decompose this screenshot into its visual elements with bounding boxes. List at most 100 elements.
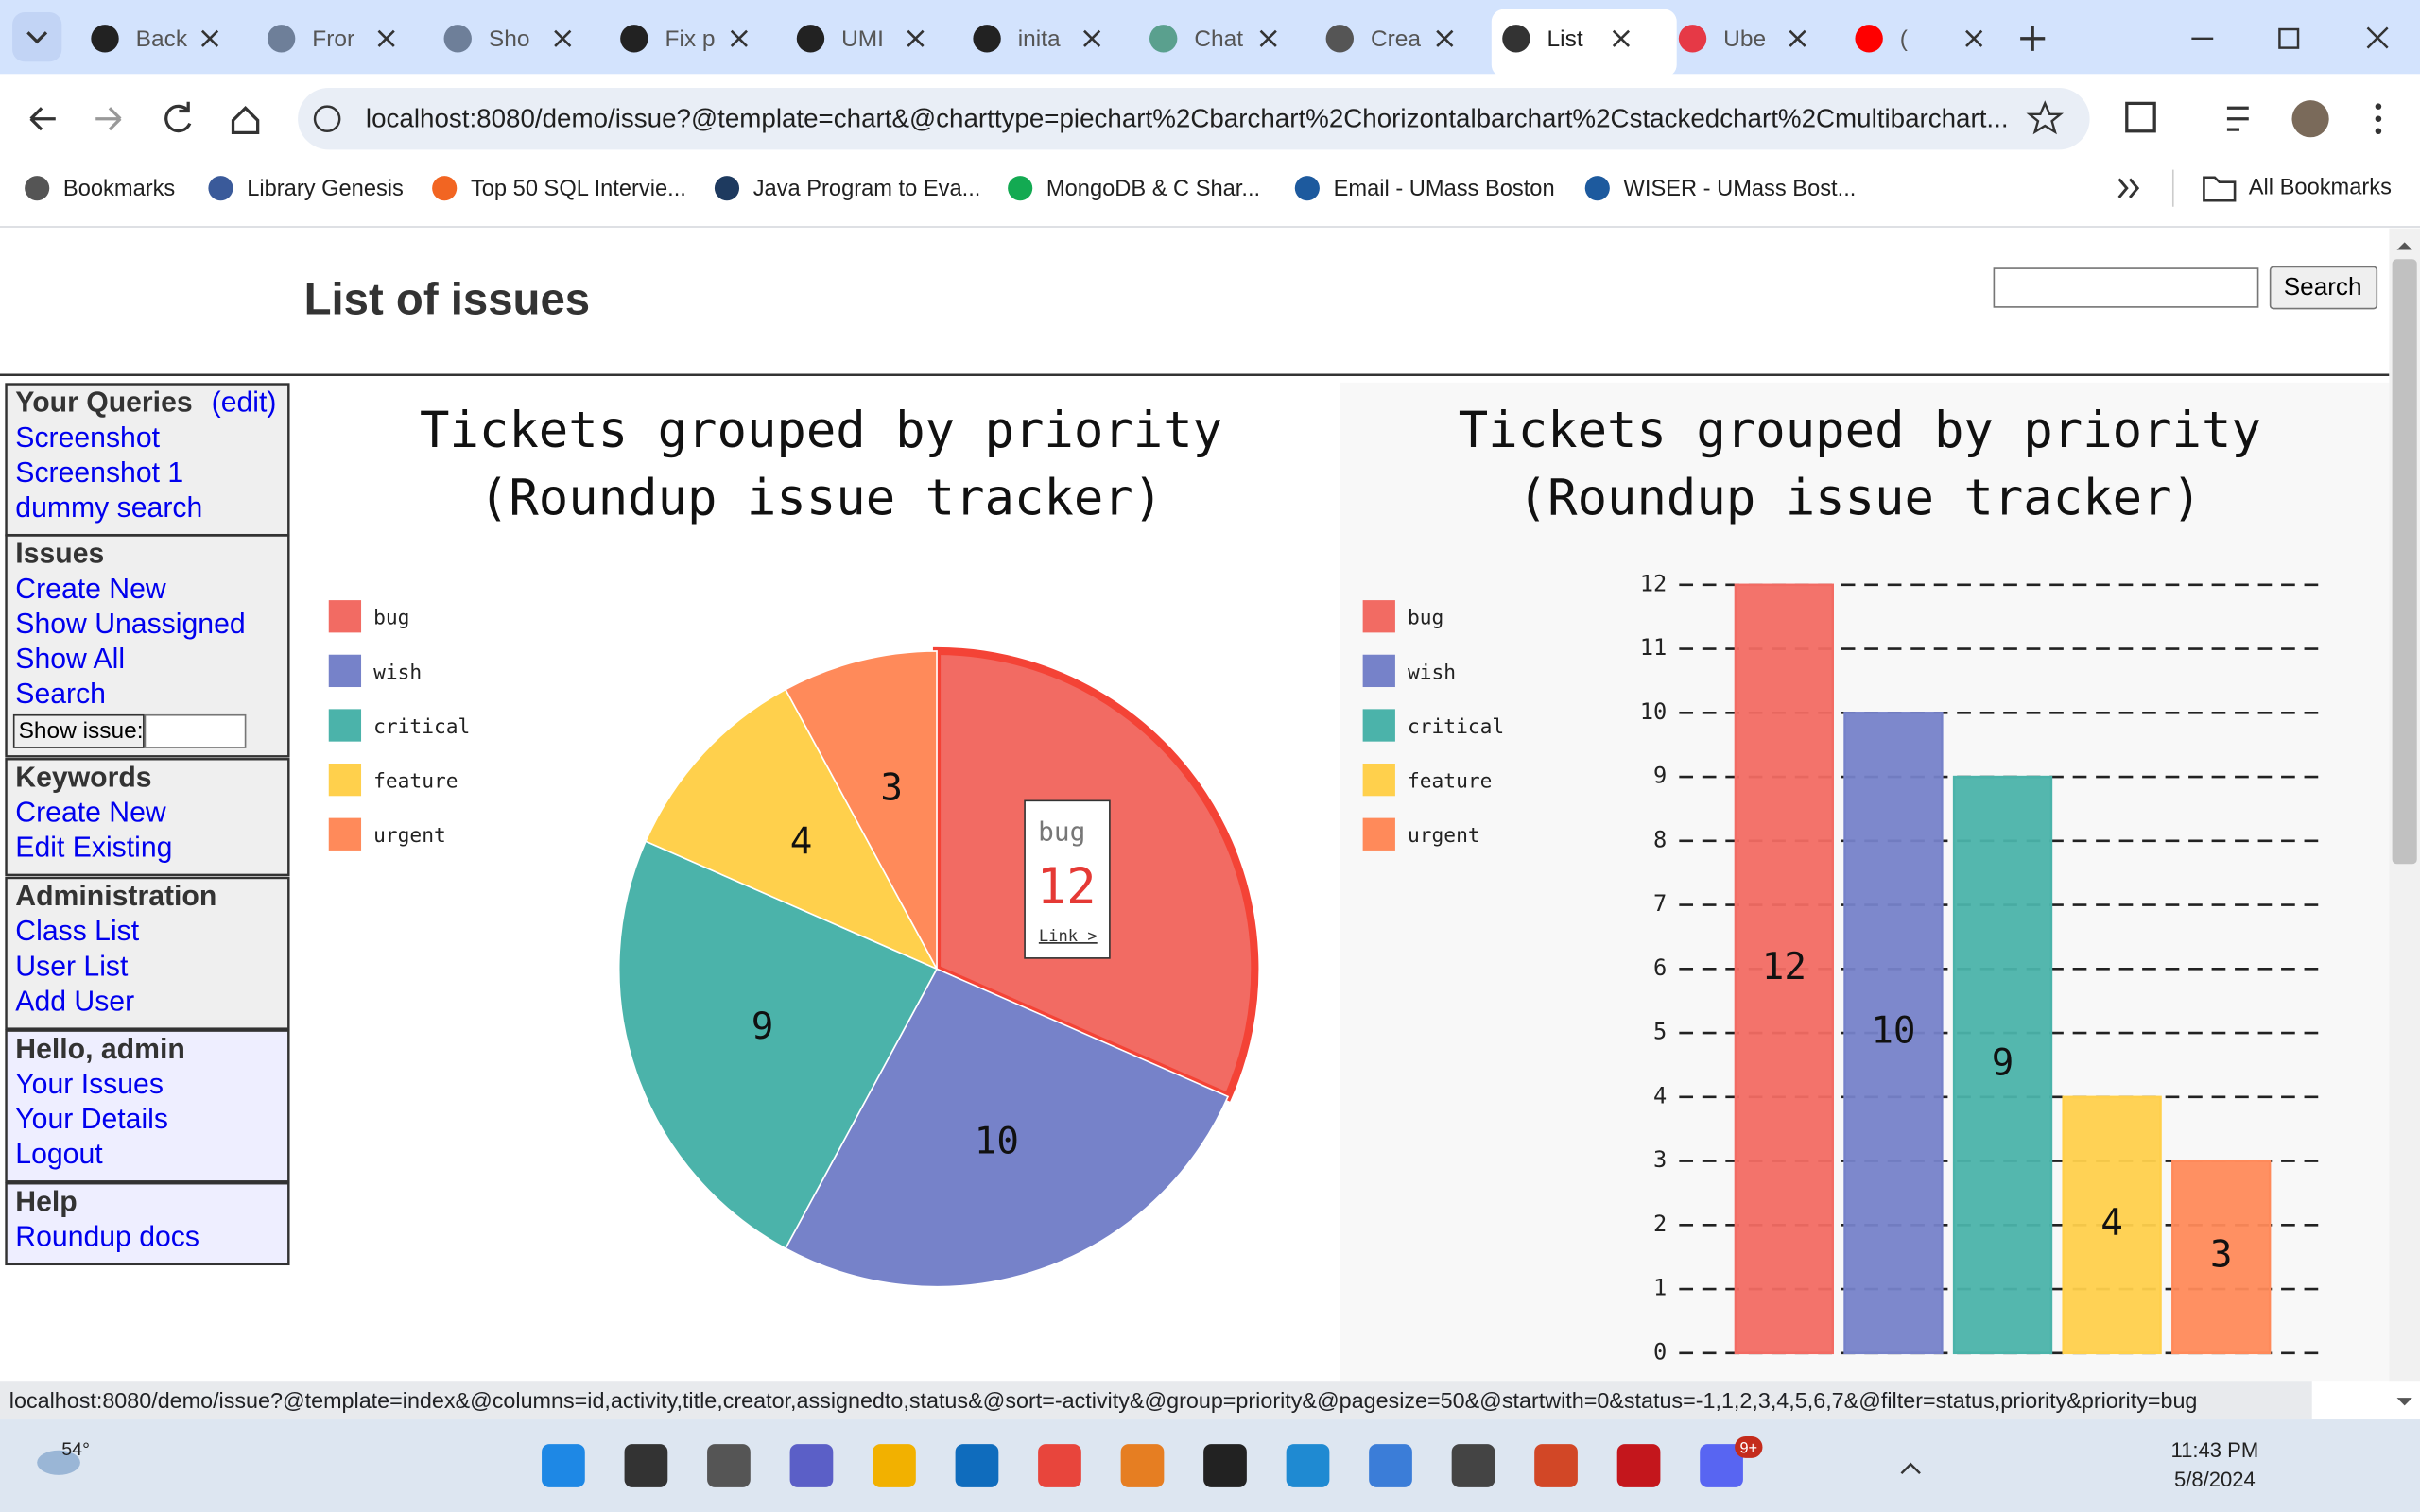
active-tab[interactable] (1491, 9, 1677, 77)
legend-label[interactable]: critical (1408, 715, 1504, 739)
tab-title[interactable]: Chat (1194, 26, 1243, 52)
pie-slice[interactable] (784, 650, 938, 970)
tab-close[interactable] (200, 29, 219, 47)
legend-label[interactable]: urgent (1408, 824, 1480, 848)
legend-label[interactable]: bug (373, 607, 409, 630)
back-button[interactable] (29, 107, 56, 131)
search-input[interactable] (1993, 267, 2259, 308)
tab-close[interactable] (1083, 29, 1101, 47)
tab-title[interactable]: Back (136, 26, 188, 52)
tab-close[interactable] (1789, 29, 1806, 47)
pie-slice[interactable] (617, 840, 939, 1250)
home-button[interactable] (231, 105, 260, 135)
tab-close[interactable] (730, 29, 748, 47)
taskbar-app[interactable] (1534, 1444, 1578, 1487)
legend-label[interactable]: feature (373, 770, 458, 794)
tab-close[interactable] (1259, 29, 1277, 47)
sidebar-link[interactable]: Show Unassigned (15, 609, 245, 640)
taskbar-app[interactable] (1369, 1444, 1412, 1487)
bookmark[interactable]: Email - UMass Boston (1334, 177, 1555, 201)
legend-label[interactable]: urgent (373, 824, 446, 848)
legend-label[interactable]: critical (373, 715, 470, 739)
legend-swatch[interactable] (1362, 709, 1395, 742)
bookmark[interactable]: Library Genesis (247, 177, 404, 201)
sidebar-link[interactable]: Your Issues (15, 1069, 164, 1100)
legend-label[interactable]: wish (1408, 661, 1456, 684)
bookmark[interactable]: MongoDB & C Shar... (1046, 177, 1260, 201)
media-button[interactable] (2226, 106, 2249, 131)
sidebar-link[interactable]: Create New (15, 798, 166, 829)
forward-button[interactable] (95, 107, 122, 131)
legend-label[interactable]: feature (1408, 770, 1492, 794)
legend-label[interactable]: wish (373, 661, 422, 684)
taskbar-app[interactable] (1700, 1444, 1743, 1487)
search-button[interactable] (2269, 266, 2378, 310)
tray-chevron[interactable] (1900, 1462, 1921, 1475)
sidebar-link[interactable]: Screenshot (15, 422, 160, 454)
pie-slice[interactable] (644, 688, 939, 971)
taskbar-app[interactable] (707, 1444, 751, 1487)
legend-swatch[interactable] (328, 709, 362, 742)
legend-label[interactable]: bug (1408, 607, 1443, 630)
bar[interactable] (2171, 1160, 2272, 1355)
sidebar-edit-link[interactable]: (edit) (212, 387, 277, 419)
taskbar-app[interactable] (1203, 1444, 1247, 1487)
bookmark[interactable]: Bookmarks (63, 177, 175, 201)
bar[interactable] (1952, 775, 2053, 1355)
address-bar[interactable] (298, 88, 2090, 150)
taskbar-app[interactable] (624, 1444, 668, 1487)
bar[interactable] (1843, 712, 1944, 1355)
tab-title[interactable]: Fix p (666, 26, 716, 52)
taskbar-app[interactable] (1038, 1444, 1081, 1487)
taskbar-app[interactable] (955, 1444, 999, 1487)
sidebar-link[interactable]: Search (15, 679, 106, 710)
sidebar-link[interactable]: dummy search (15, 492, 202, 524)
pie-slice[interactable] (784, 968, 1230, 1288)
legend-swatch[interactable] (328, 817, 362, 850)
tab-close[interactable] (554, 29, 572, 47)
taskbar-app[interactable] (1451, 1444, 1495, 1487)
legend-swatch[interactable] (328, 600, 362, 633)
tab-close[interactable] (907, 29, 925, 47)
tab-title[interactable]: Sho (489, 26, 530, 52)
tooltip-link[interactable]: Link > (1039, 927, 1098, 946)
bookmark[interactable]: Top 50 SQL Intervie... (471, 177, 686, 201)
taskbar-app[interactable] (873, 1444, 916, 1487)
tab-close[interactable] (1965, 29, 1983, 47)
all-bookmarks[interactable]: All Bookmarks (2249, 175, 2392, 199)
tab-title[interactable]: List (1547, 26, 1583, 52)
tab-close[interactable] (1612, 29, 1631, 47)
tab-close[interactable] (377, 29, 395, 47)
legend-swatch[interactable] (1362, 764, 1395, 797)
tab-title[interactable]: inita (1018, 26, 1061, 52)
sidebar-link[interactable]: Show All (15, 644, 125, 675)
taskbar-app[interactable] (1616, 1444, 1661, 1487)
taskbar-app[interactable] (1286, 1444, 1330, 1487)
reload-button[interactable] (164, 101, 192, 133)
bar[interactable] (2062, 1095, 2162, 1355)
tab-title[interactable]: ( (1900, 26, 1908, 52)
bookmark[interactable]: Java Program to Eva... (753, 177, 981, 201)
taskbar-app[interactable] (542, 1444, 585, 1487)
weather-icon[interactable] (37, 1450, 80, 1475)
tab-title[interactable]: UMI (841, 26, 884, 52)
site-info-icon[interactable] (313, 105, 341, 132)
sidebar-link[interactable]: Create New (15, 574, 166, 605)
maximize-button[interactable] (2278, 27, 2300, 49)
sidebar-link[interactable]: Screenshot 1 (15, 457, 183, 489)
profile-avatar[interactable] (2291, 100, 2329, 138)
show-issue-input[interactable] (144, 713, 247, 748)
close-window-button[interactable] (2366, 26, 2389, 49)
legend-swatch[interactable] (328, 764, 362, 797)
tab-title[interactable]: Crea (1371, 26, 1421, 52)
tab-title[interactable]: Fror (312, 26, 354, 52)
bar[interactable] (1734, 583, 1835, 1355)
sidebar-link[interactable]: Logout (15, 1139, 103, 1170)
taskbar-app[interactable] (1120, 1444, 1165, 1487)
legend-swatch[interactable] (1362, 654, 1395, 688)
sidebar-link[interactable]: Edit Existing (15, 833, 172, 864)
sidebar-link[interactable]: Add User (15, 986, 134, 1017)
sidebar-link[interactable]: Class List (15, 916, 139, 947)
legend-swatch[interactable] (1362, 600, 1395, 633)
sidebar-link[interactable]: Roundup docs (15, 1222, 199, 1253)
